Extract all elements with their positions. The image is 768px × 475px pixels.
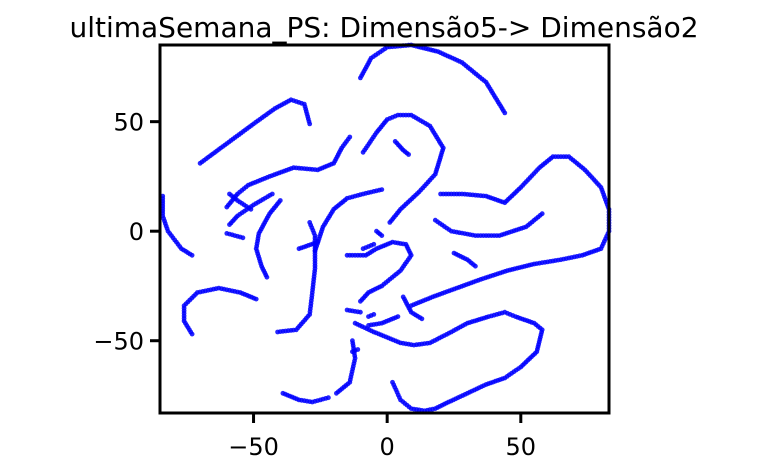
data-point bbox=[326, 395, 331, 401]
data-point bbox=[408, 303, 414, 309]
data-point bbox=[240, 235, 246, 241]
data-point bbox=[307, 121, 313, 127]
x-axis: −50 0 50 bbox=[228, 413, 536, 461]
data-point bbox=[307, 220, 313, 225]
y-tick-label: −50 bbox=[93, 328, 144, 356]
x-tick-label: 50 bbox=[506, 433, 537, 461]
data-point bbox=[419, 316, 425, 322]
y-axis: 50 0 −50 bbox=[93, 109, 160, 356]
data-point bbox=[253, 296, 259, 302]
data-point bbox=[473, 263, 478, 269]
data-point bbox=[390, 379, 395, 385]
data-point bbox=[387, 220, 393, 225]
data-point bbox=[358, 298, 363, 304]
data-point bbox=[406, 152, 411, 157]
x-tick-label: 0 bbox=[380, 433, 395, 461]
data-point bbox=[189, 252, 195, 258]
data-point bbox=[371, 241, 377, 247]
data-point bbox=[350, 338, 355, 344]
data-point bbox=[360, 252, 366, 258]
plot-frame bbox=[158, 43, 611, 415]
data-point bbox=[355, 347, 361, 352]
data-point bbox=[264, 274, 270, 280]
data-point bbox=[227, 222, 232, 228]
data-points bbox=[160, 42, 612, 414]
data-point bbox=[358, 309, 363, 315]
y-tick-label: 0 bbox=[129, 218, 144, 246]
data-point bbox=[312, 248, 318, 254]
x-tick-label: −50 bbox=[228, 433, 279, 461]
chart-title: ultimaSemana_PS: Dimensão5-> Dimensão2 bbox=[69, 11, 698, 44]
data-point bbox=[395, 314, 401, 319]
data-point bbox=[539, 211, 545, 217]
data-point bbox=[315, 239, 321, 245]
data-point bbox=[374, 228, 379, 234]
data-point bbox=[502, 110, 508, 116]
data-point bbox=[227, 191, 232, 197]
data-point bbox=[224, 204, 230, 210]
data-point bbox=[371, 312, 377, 317]
y-tick-label: 50 bbox=[113, 109, 144, 137]
